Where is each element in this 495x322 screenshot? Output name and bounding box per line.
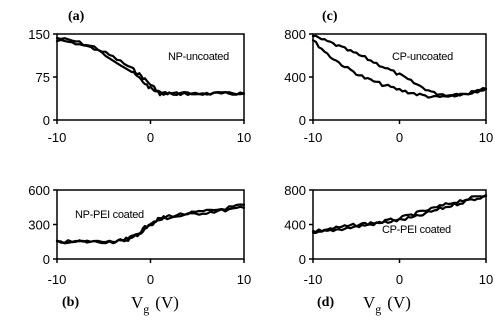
panel-a: 0 75 150 -10 0 10 (a) NP-uncoated xyxy=(28,9,251,145)
x-tick-label: -10 xyxy=(48,272,67,287)
series-line-1 xyxy=(311,34,488,98)
x-tick-label: 10 xyxy=(237,272,251,287)
y-tick-label: 150 xyxy=(28,27,50,42)
x-tick-label: 10 xyxy=(479,130,493,145)
curve-annotation: NP-PEI coated xyxy=(75,209,144,221)
x-axis-label: Vg (V) xyxy=(131,293,179,316)
x-tick-label: 0 xyxy=(396,272,403,287)
x-axis-label-symbol: V xyxy=(131,293,144,312)
series-line-1 xyxy=(55,36,246,97)
series-line-2 xyxy=(55,38,246,97)
panel-label: (c) xyxy=(322,9,338,24)
x-axis-label-subscript: g xyxy=(375,302,381,316)
panel-c: 0 400 800 -10 0 10 (c) CP-uncoated xyxy=(284,9,493,145)
panel-b: 0 300 600 -10 0 10 (b) NP-PEI coated Vg (V) xyxy=(28,183,251,316)
x-tick-label: -10 xyxy=(304,130,323,145)
y-tick-label: 0 xyxy=(43,252,50,267)
series-line-2 xyxy=(55,203,246,245)
x-tick-label: -10 xyxy=(48,130,67,145)
y-tick-label: 0 xyxy=(299,113,306,128)
x-axis-label-unit: (V) xyxy=(155,293,179,312)
panel-label: (d) xyxy=(317,295,334,310)
panel-d: 0 400 800 -10 0 10 (d) CP-PEI coated Vg (V) xyxy=(284,183,493,316)
x-tick-label: 0 xyxy=(396,130,403,145)
x-tick-label: 10 xyxy=(479,272,493,287)
y-tick-label: 0 xyxy=(43,113,50,128)
series-line-2 xyxy=(311,194,488,233)
y-tick-label: 300 xyxy=(28,218,50,233)
x-axis-label-unit: (V) xyxy=(387,293,411,312)
curve-annotation: CP-PEI coated xyxy=(382,224,451,236)
panel-label: (a) xyxy=(68,9,85,24)
x-tick-label: 0 xyxy=(147,130,154,145)
panel-label: (b) xyxy=(62,295,79,310)
x-axis-label: Vg (V) xyxy=(363,293,411,316)
y-tick-label: 400 xyxy=(284,218,306,233)
x-tick-label: 10 xyxy=(237,130,251,145)
curve-annotation: NP-uncoated xyxy=(168,51,229,63)
plot-frame xyxy=(312,33,487,121)
y-tick-label: 600 xyxy=(28,183,50,198)
y-tick-label: 400 xyxy=(284,70,306,85)
x-tick-label: -10 xyxy=(304,272,323,287)
x-axis-label-subscript: g xyxy=(143,302,149,316)
y-tick-label: 75 xyxy=(36,70,50,85)
x-axis-label-symbol: V xyxy=(363,293,376,312)
series-line-2 xyxy=(311,39,488,99)
y-tick-label: 0 xyxy=(299,252,306,267)
y-tick-label: 800 xyxy=(284,183,306,198)
plot-frame xyxy=(56,33,245,121)
curve-annotation: CP-uncoated xyxy=(392,51,453,63)
y-tick-label: 800 xyxy=(284,27,306,42)
x-tick-label: 0 xyxy=(147,272,154,287)
